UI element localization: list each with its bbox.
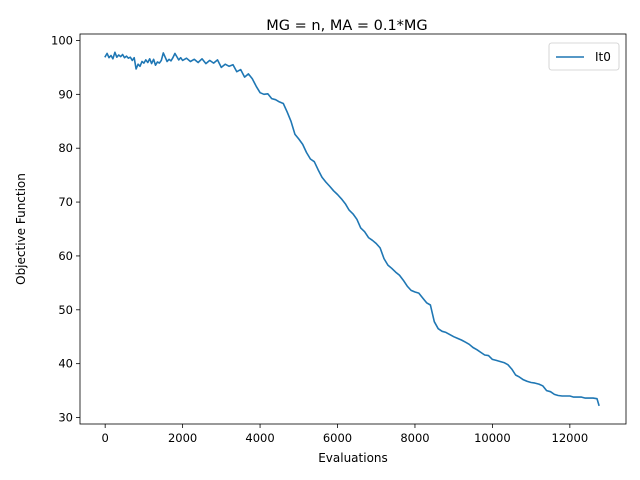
x-tick-label: 6000 (323, 431, 352, 445)
legend-label-it0: It0 (595, 50, 611, 64)
x-tick-label: 2000 (168, 431, 197, 445)
y-tick-label: 100 (51, 33, 73, 47)
y-axis-ticks: 30 40 50 60 70 80 90 100 (51, 33, 80, 425)
x-axis-label: Evaluations (318, 451, 388, 465)
x-tick-label: 12000 (552, 431, 589, 445)
plot-frame (79, 33, 627, 425)
y-tick-label: 90 (58, 87, 73, 101)
x-tick-label: 8000 (400, 431, 429, 445)
x-tick-label: 4000 (245, 431, 274, 445)
y-tick-label: 80 (58, 141, 73, 155)
x-tick-label: 0 (102, 431, 109, 445)
y-axis-label: Objective Function (14, 173, 28, 285)
legend: It0 (548, 42, 620, 71)
y-tick-label: 70 (58, 195, 73, 209)
plot-area (80, 34, 626, 424)
y-tick-label: 40 (58, 357, 73, 371)
y-tick-label: 50 (58, 303, 73, 317)
series-it0-line (104, 51, 600, 407)
chart-title: MG = n, MA = 0.1*MG (266, 18, 427, 34)
x-axis-ticks: 0 2000 4000 6000 8000 10000 12000 (102, 424, 589, 445)
y-tick-label: 60 (58, 249, 73, 263)
y-tick-label: 30 (58, 411, 73, 425)
x-tick-label: 10000 (474, 431, 511, 445)
